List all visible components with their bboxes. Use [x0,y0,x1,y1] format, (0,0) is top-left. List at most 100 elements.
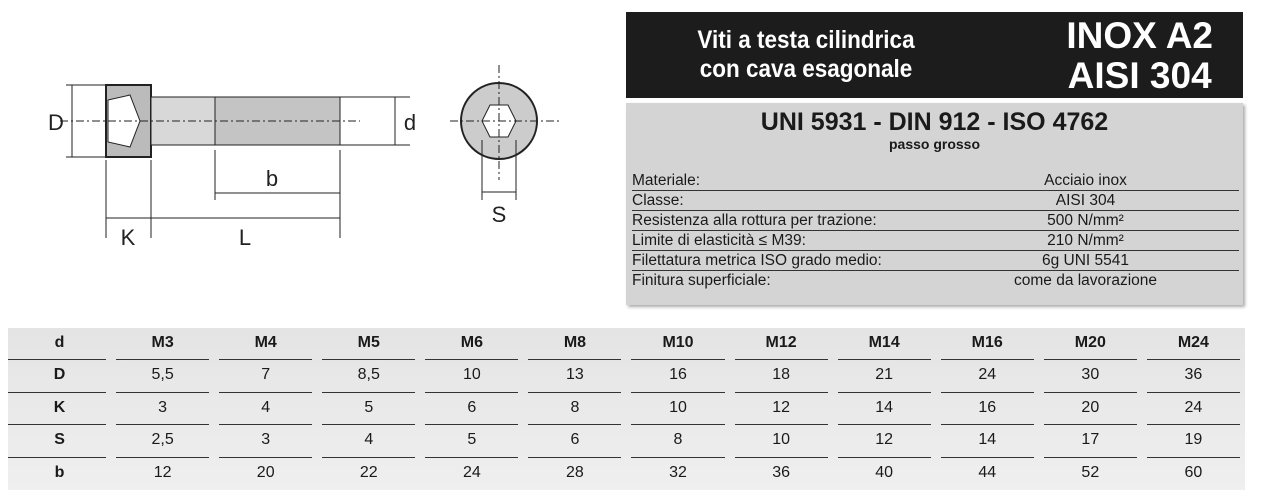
property-value: Acciaio inox [1044,172,1127,189]
table-cell: 10 [420,360,523,394]
table-cell: 14 [936,425,1039,458]
property-row: Classe: AISI 304 [632,191,1239,211]
table-row: K 3 4 5 6 8 10 12 14 16 20 24 [8,393,1245,426]
table-cell: 5,5 [111,360,214,394]
table-cell: 28 [566,463,584,481]
table-row: b 12 20 22 24 28 32 36 40 44 52 60 [8,458,1245,490]
label-D: D [48,110,64,135]
property-label: Materiale: [632,172,701,189]
row-label: d [8,328,111,361]
table-cell: 16 [626,360,729,394]
property-value: 500 N/mm² [1047,212,1124,229]
property-row: Limite di elasticità ≤ M39: 210 N/mm² [632,231,1239,251]
table-cell: 60 [1184,463,1203,481]
property-label: Classe: [632,192,684,209]
table-cell: 44 [978,463,997,481]
row-label: S [8,425,111,458]
table-cell: 13 [523,360,626,394]
spec-box: UNI 5931 - DIN 912 - ISO 4762 passo gros… [626,103,1243,305]
table-row: D 5,5 7 8,5 10 13 16 18 21 24 30 36 [8,360,1245,394]
property-label: Limite di elasticità ≤ M39: [632,232,806,249]
property-label: Filettatura metrica ISO grado medio: [632,252,882,269]
table-cell: 3 [111,393,214,426]
property-value: AISI 304 [1055,192,1116,209]
title-line: con cava esagonale [699,55,913,83]
table-cell: M24 [1142,328,1245,361]
label-d: d [404,110,416,135]
property-value: 6g UNI 5541 [1041,252,1130,269]
product-title: Viti a testa cilindrica con cava esagona… [653,26,959,84]
table-cell: 52 [1081,463,1100,481]
table-cell: M10 [626,328,729,361]
label-L: L [239,225,251,250]
table-cell: 12 [833,425,936,458]
table-cell: 7 [214,360,317,394]
table-row: S 2,5 3 4 5 6 8 10 12 14 17 19 [8,425,1245,458]
table-cell: 8,5 [317,360,420,394]
table-cell: 5 [317,393,420,426]
property-value: 210 N/mm² [1047,232,1124,249]
property-value: come da lavorazione [1013,272,1158,289]
table-cell: 6 [523,425,626,458]
table-cell: 20 [1039,393,1142,426]
table-cell: 16 [936,393,1039,426]
table-cell: 36 [772,463,790,481]
row-label: b [54,463,65,481]
table-cell: M12 [730,328,833,361]
standards: UNI 5931 - DIN 912 - ISO 4762 [760,108,1109,136]
screw-drawing: D d b K L S [48,65,560,250]
table-cell: 8 [523,393,626,426]
table-cell: M3 [111,328,214,361]
property-row: Materiale: Acciaio inox [632,171,1239,191]
table-cell: M14 [833,328,936,361]
table-cell: 24 [936,360,1039,394]
property-label: Resistenza alla rottura per trazione: [632,212,877,229]
title-line: Viti a testa cilindrica [697,26,915,54]
label-K: K [121,225,136,250]
table-cell: 3 [214,425,317,458]
table-cell: 40 [875,463,894,481]
table-cell: 20 [256,463,275,481]
grade-line: AISI 304 [1067,55,1212,96]
table-cell: 8 [626,425,729,458]
table-cell: 4 [214,393,317,426]
table-header-row: d M3 M4 M5 M6 M8 M10 M12 M14 M16 M20 M24 [8,328,1245,361]
material-grade: INOX A2 AISI 304 [1066,16,1213,96]
table-cell: 22 [359,463,378,481]
row-label: D [8,360,111,394]
table-cell: 10 [730,425,833,458]
property-row: Filettatura metrica ISO grado medio: 6g U… [632,251,1239,271]
table-cell: 17 [1039,425,1142,458]
grade-line: INOX A2 [1066,15,1213,56]
property-label: Finitura superficiale: [632,272,771,289]
label-b: b [266,166,278,191]
table-cell: 24 [1142,393,1245,426]
table-cell: M20 [1039,328,1142,361]
table-cell: 5 [420,425,523,458]
table-cell: M16 [936,328,1039,361]
table-cell: 21 [833,360,936,394]
table-cell: 36 [1142,360,1245,394]
table-cell: 10 [626,393,729,426]
table-cell: 6 [420,393,523,426]
dimensions-table: d M3 M4 M5 M6 M8 M10 M12 M14 M16 M20 M24 D 5,5 7 8,5 10 1… [8,328,1245,490]
property-row: Resistenza alla rottura per trazione: 500… [632,211,1239,231]
table-cell: 18 [730,360,833,394]
table-cell: 32 [669,463,687,481]
table-cell: 30 [1039,360,1142,394]
table-cell: 14 [833,393,936,426]
table-cell: 12 [153,463,172,481]
table-cell: 19 [1142,425,1245,458]
table-cell: 4 [317,425,420,458]
table-cell: 2,5 [111,425,214,458]
table-cell: M4 [214,328,317,361]
table-cell: 24 [462,463,481,481]
title-box: Viti a testa cilindrica con cava esagona… [626,12,1243,98]
table-cell: M5 [317,328,420,361]
properties-list: Materiale: Acciaio inox Classe: AISI 304 Res… [632,171,1239,290]
table-cell: 12 [730,393,833,426]
label-S: S [492,202,507,227]
pitch: passo grosso [888,136,981,152]
table-cell: M6 [420,328,523,361]
property-row: Finitura superficiale: come da lavorazion… [632,271,1239,290]
